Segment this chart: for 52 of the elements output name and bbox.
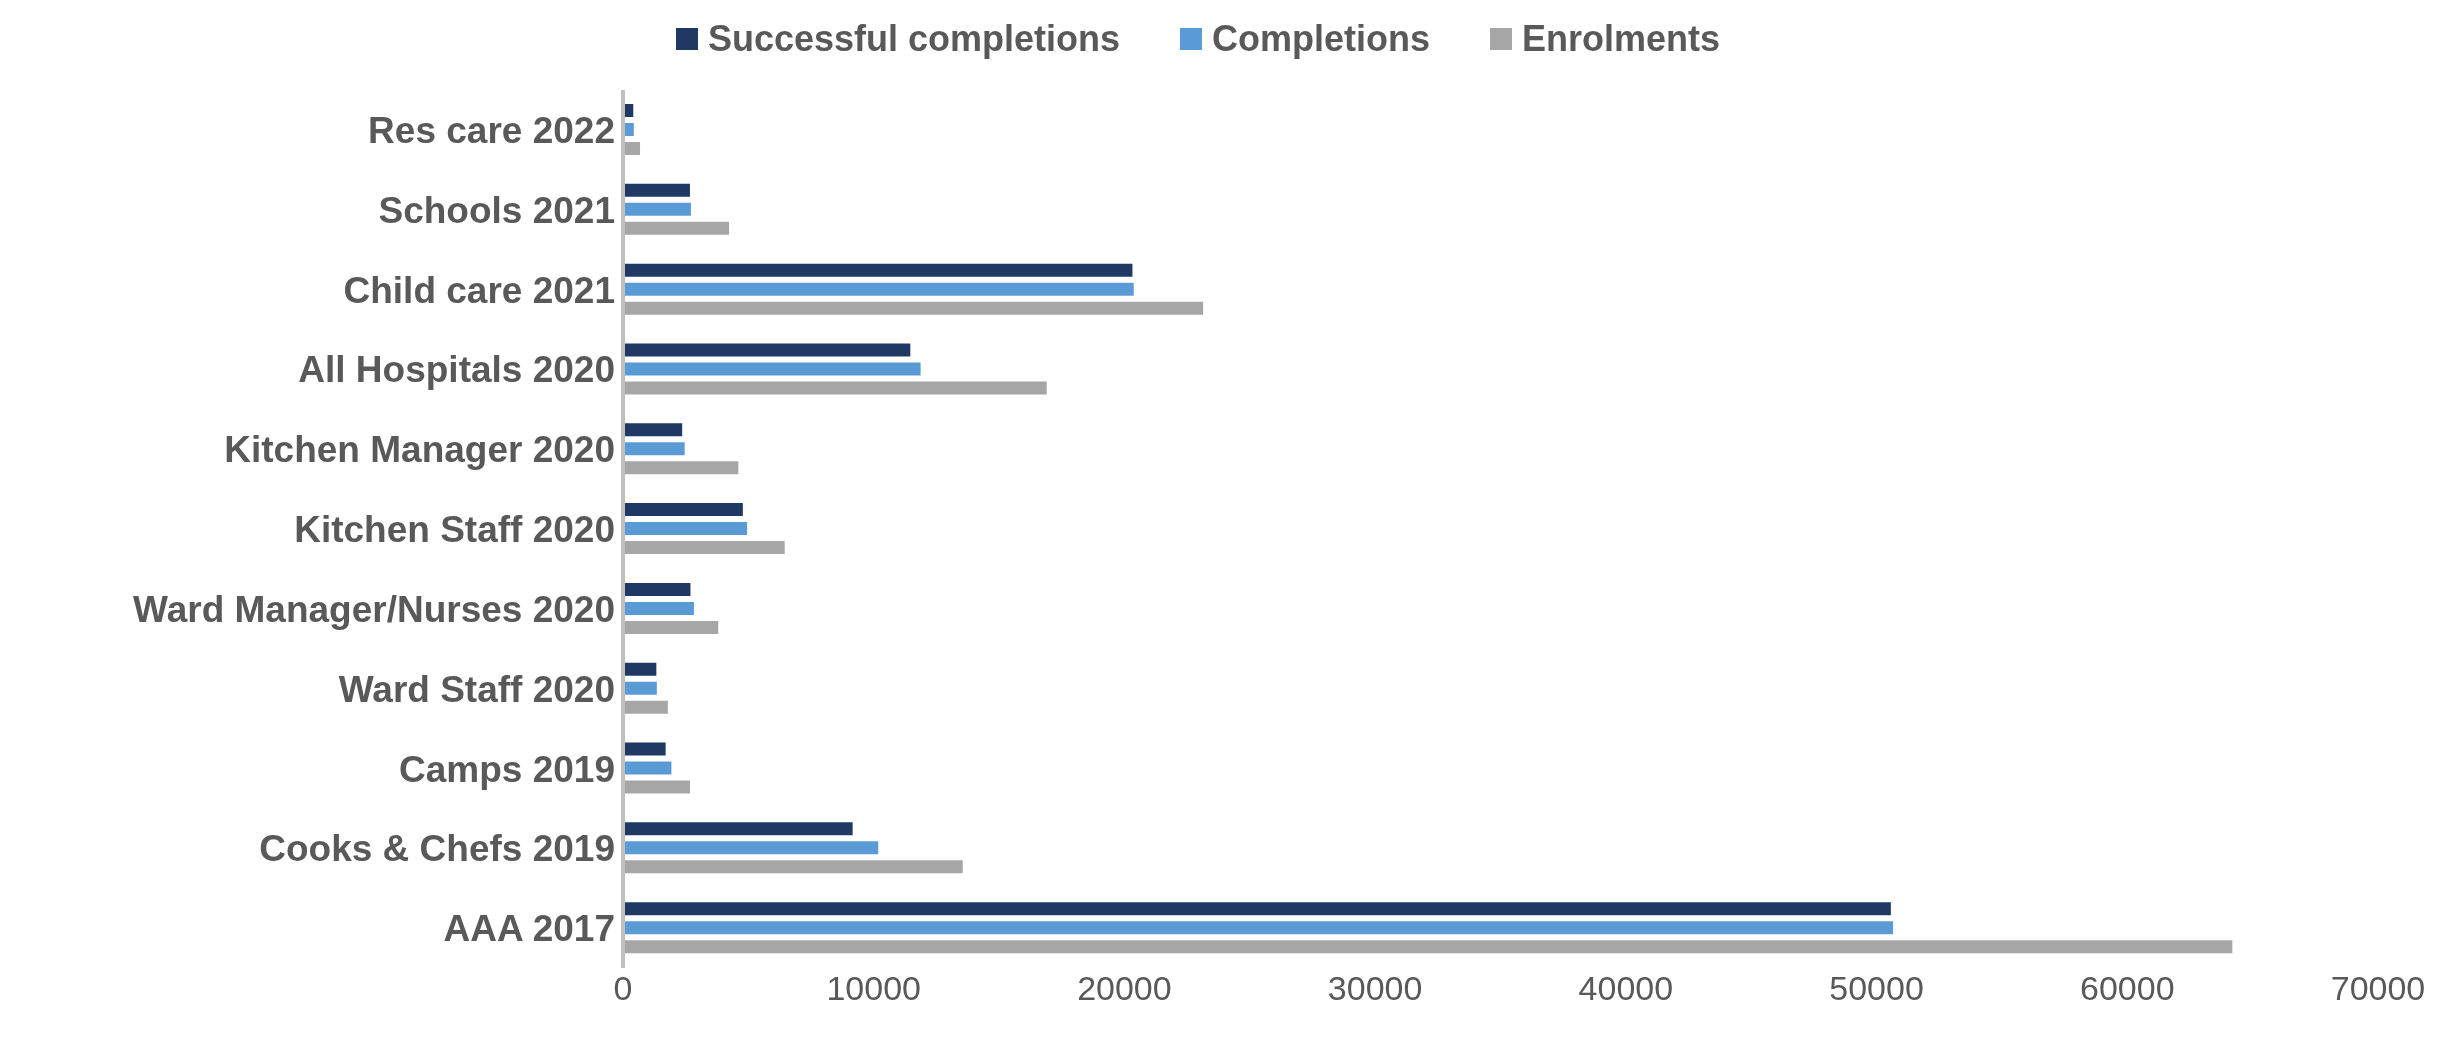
bar (623, 620, 719, 634)
y-tick-label: Res care 2022 (368, 110, 615, 152)
y-tick-label: Kitchen Manager 2020 (224, 429, 615, 471)
bar (623, 601, 694, 615)
y-tick-label: Ward Manager/Nurses 2020 (133, 588, 615, 630)
bar (623, 301, 1204, 315)
bar (623, 343, 911, 357)
legend-label: Successful completions (706, 18, 1121, 60)
bar (623, 662, 657, 676)
x-tick-label: 70000 (2330, 969, 2426, 1008)
bar (623, 381, 1047, 395)
bar (623, 822, 853, 836)
x-tick-label: 60000 (2080, 969, 2175, 1008)
bar (623, 742, 666, 756)
bar (623, 522, 748, 536)
y-tick-label: Schools 2021 (378, 189, 615, 231)
bar (623, 461, 739, 475)
legend-label: Completions (1211, 18, 1431, 60)
x-tick-label: 30000 (1327, 969, 1423, 1008)
bar (623, 503, 743, 517)
y-tick-label: AAA 2017 (443, 908, 615, 950)
bar (623, 780, 690, 794)
bar (623, 541, 785, 555)
x-tick-label: 50000 (1829, 969, 1924, 1008)
x-tick-label: 10000 (826, 969, 921, 1008)
x-tick-label: 0 (613, 969, 633, 1008)
bar (623, 202, 691, 216)
bar (623, 423, 683, 437)
bar (623, 940, 2233, 954)
bar (623, 442, 685, 456)
legend-label: Enrolments (1521, 18, 1721, 60)
bar (623, 700, 668, 714)
y-tick-label: Kitchen Staff 2020 (294, 509, 615, 551)
y-tick-label: Ward Staff 2020 (338, 668, 615, 710)
bar (623, 362, 921, 376)
x-tick-label: 20000 (1077, 969, 1172, 1008)
bar (623, 282, 1134, 296)
bar (623, 183, 690, 197)
y-tick-label: Cooks & Chefs 2019 (259, 828, 615, 870)
bar (623, 902, 1891, 916)
bar (623, 841, 879, 855)
bar (623, 761, 672, 775)
bar (623, 263, 1133, 277)
bar (623, 860, 963, 874)
bar (623, 221, 730, 235)
bar (623, 582, 691, 596)
x-tick-label: 40000 (1578, 969, 1674, 1008)
y-tick-label: Child care 2021 (343, 269, 615, 311)
y-tick-label: All Hospitals 2020 (298, 349, 615, 391)
y-tick-label: Camps 2019 (399, 748, 615, 790)
bar (623, 921, 1894, 935)
bar (623, 681, 657, 695)
